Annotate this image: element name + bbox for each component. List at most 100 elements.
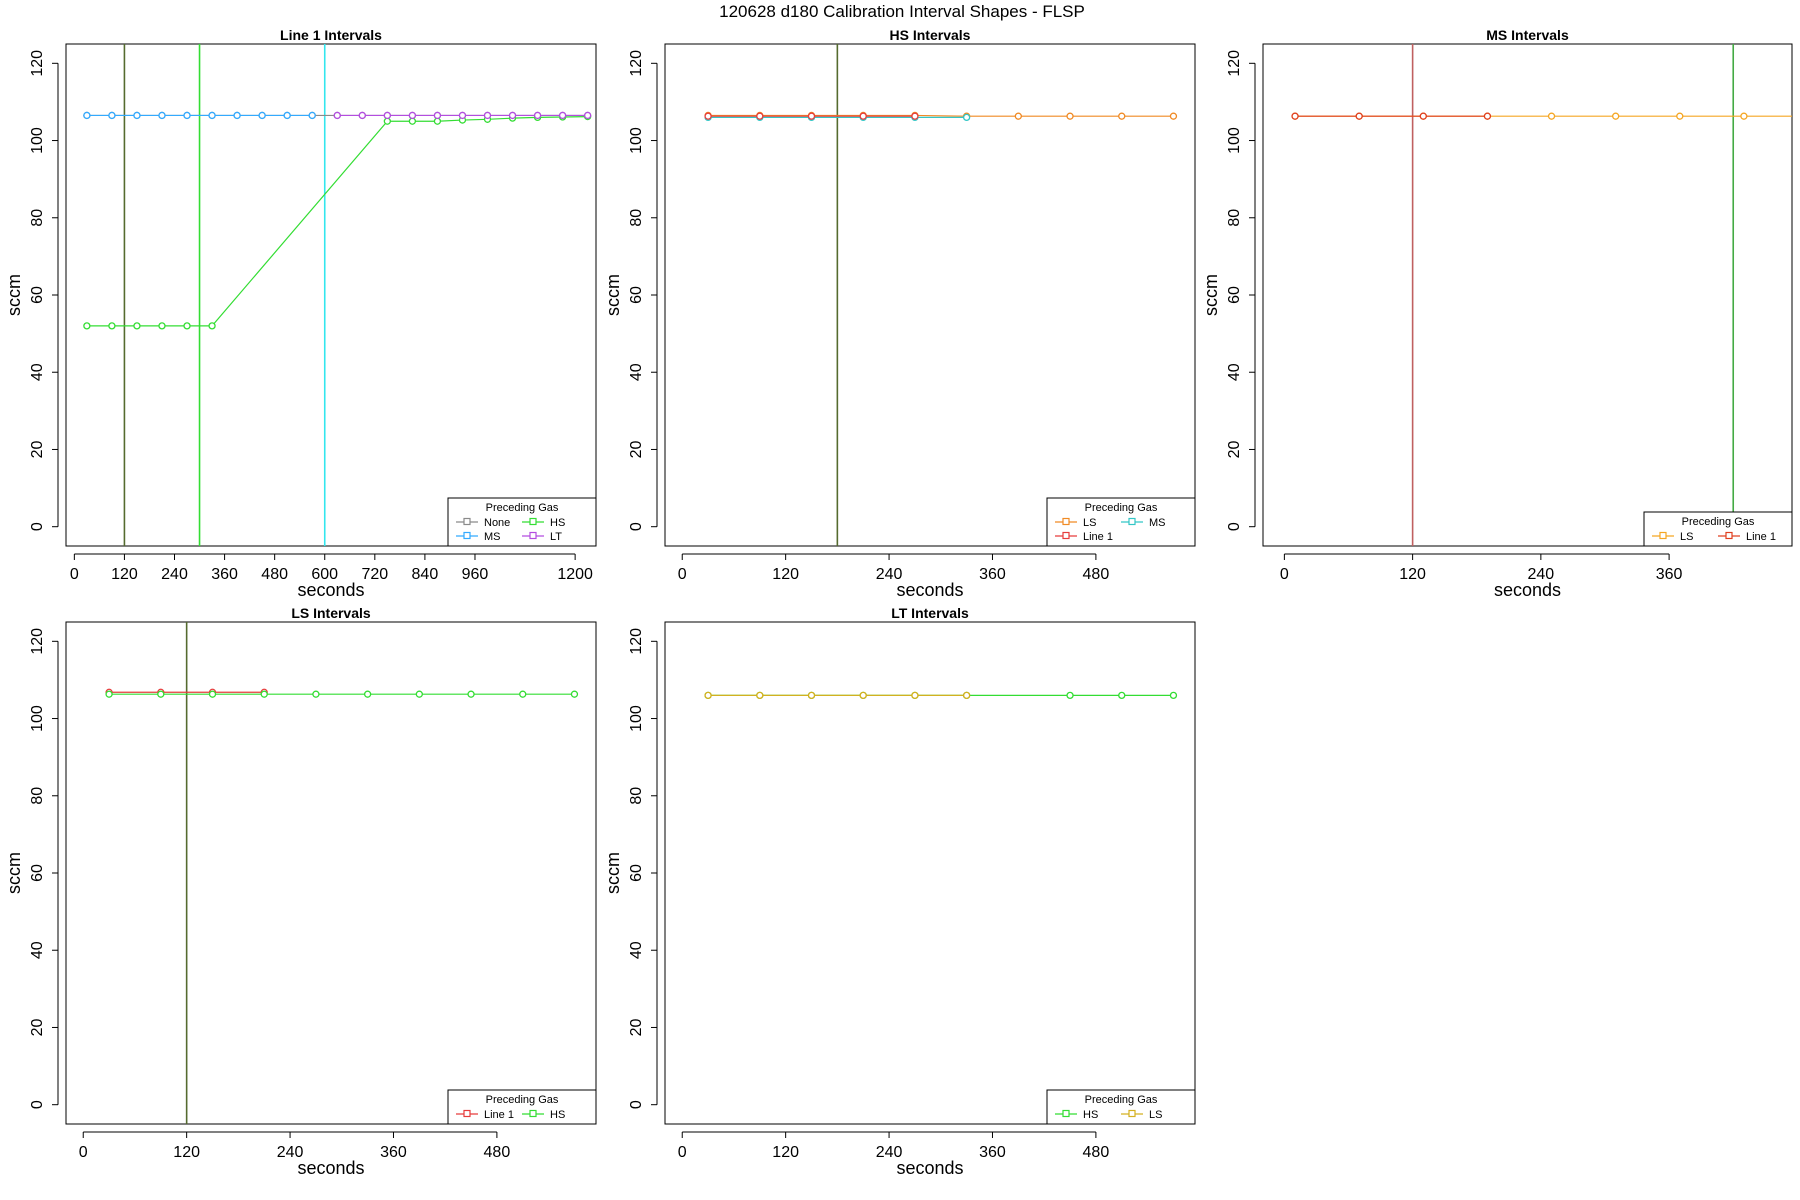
x-tick-label: 120 [111, 566, 138, 583]
data-point [1740, 112, 1748, 120]
series-hs [105, 690, 579, 698]
x-axis-label: seconds [297, 580, 364, 600]
data-point [383, 111, 391, 120]
y-tick-label: 120 [29, 628, 46, 655]
data-point [467, 690, 475, 698]
legend-entry: LS [1121, 1109, 1162, 1121]
x-tick-label: 0 [70, 566, 79, 583]
y-tick-label: 0 [29, 522, 46, 531]
data-point [183, 111, 191, 120]
legend-marker [1062, 1109, 1070, 1118]
data-point [183, 322, 191, 330]
x-tick-label: 360 [979, 1144, 1006, 1161]
y-tick-label: 80 [1226, 209, 1243, 227]
data-point [208, 690, 217, 698]
x-tick-label: 240 [876, 1144, 903, 1161]
legend-entry: MS [456, 531, 501, 543]
data-point [308, 111, 316, 120]
legend-marker [529, 531, 537, 540]
series-hs [83, 112, 592, 330]
y-axis-label: sccm [603, 852, 623, 894]
data-point [133, 111, 141, 120]
plot-frame [65, 43, 597, 547]
x-tick-label: 720 [361, 566, 388, 583]
data-point [260, 690, 268, 698]
x-tick-label: 360 [1656, 566, 1683, 583]
x-tick-label: 240 [1528, 566, 1555, 583]
figure-title: 120628 d180 Calibration Interval Shapes … [719, 2, 1085, 21]
y-tick-label: 120 [29, 50, 46, 77]
data-point [807, 691, 816, 700]
legend: Preceding Gas LS Line 1 [1643, 511, 1793, 547]
x-tick-label: 480 [484, 1144, 511, 1161]
data-point [483, 111, 492, 120]
data-point [415, 690, 423, 698]
y-tick-label: 100 [628, 127, 645, 154]
legend-label: Line 1 [1083, 531, 1113, 543]
data-point [158, 322, 166, 330]
series-lt [333, 111, 592, 120]
y-tick-label: 0 [628, 522, 645, 531]
chart-panel-5: LT Intervals 0 120 240 360 480 seconds 0 20 40 60 8… [603, 605, 1196, 1178]
data-point [756, 691, 764, 700]
y-tick-label: 80 [29, 787, 46, 805]
x-tick-label: 120 [1399, 566, 1426, 583]
legend-title: Preceding Gas [486, 502, 559, 514]
x-axis-label: seconds [896, 580, 963, 600]
plot-data [1291, 44, 1792, 546]
x-tick-label: 0 [1280, 566, 1289, 583]
legend-marker [463, 517, 471, 526]
legend-label: HS [550, 517, 565, 529]
plot-data [83, 44, 592, 546]
x-tick-label: 600 [311, 566, 338, 583]
data-point [1355, 112, 1363, 120]
data-point [1066, 112, 1074, 120]
data-point [1066, 691, 1074, 700]
y-axis-label: sccm [4, 852, 24, 894]
y-tick-label: 0 [1226, 522, 1243, 531]
panel-title: Line 1 Intervals [280, 27, 382, 43]
y-tick-label: 100 [628, 705, 645, 732]
data-point [1419, 112, 1427, 120]
data-point [584, 111, 592, 120]
data-point [358, 111, 366, 120]
data-point [108, 111, 116, 120]
panel-title: HS Intervals [890, 27, 971, 43]
data-point [911, 112, 919, 120]
data-point [283, 111, 291, 120]
series-ls [704, 691, 971, 700]
chart-panel-4: LS Intervals 0 120 240 360 480 seconds 0 20 40 60 8… [4, 605, 597, 1178]
plot-frame [664, 43, 1196, 547]
chart-panel-3: MS Intervals 0 120 240 360 seconds 0 20 40 60 80 10… [1201, 27, 1793, 600]
series-line-1 [1291, 112, 1492, 120]
data-point [859, 691, 867, 700]
x-tick-label: 360 [979, 566, 1006, 583]
data-point [1118, 691, 1126, 700]
data-point [1118, 112, 1126, 120]
legend-entry: HS [522, 517, 565, 529]
data-point [1291, 112, 1299, 120]
y-tick-label: 40 [628, 363, 645, 381]
y-tick-label: 40 [1226, 363, 1243, 381]
data-point [433, 111, 442, 120]
data-point [1169, 691, 1178, 700]
legend-title: Preceding Gas [1085, 502, 1158, 514]
legend-label: LS [1680, 531, 1693, 543]
data-point [233, 111, 241, 120]
legend-label: HS [550, 1109, 565, 1121]
y-tick-label: 40 [29, 363, 46, 381]
data-point [108, 322, 116, 330]
y-tick-label: 80 [29, 209, 46, 227]
legend-title: Preceding Gas [1085, 1094, 1158, 1106]
legend-marker [1062, 517, 1070, 526]
legend-entry: LS [1055, 517, 1096, 529]
legend-label: Line 1 [484, 1109, 514, 1121]
legend-title: Preceding Gas [486, 1094, 559, 1106]
series-line [86, 115, 588, 327]
plot-data [105, 622, 579, 1124]
legend-box [1643, 511, 1793, 547]
legend: Preceding Gas Line 1 HS [447, 1089, 597, 1125]
legend: Preceding Gas HS LS [1046, 1089, 1196, 1125]
legend-entry: LS [1652, 531, 1693, 543]
